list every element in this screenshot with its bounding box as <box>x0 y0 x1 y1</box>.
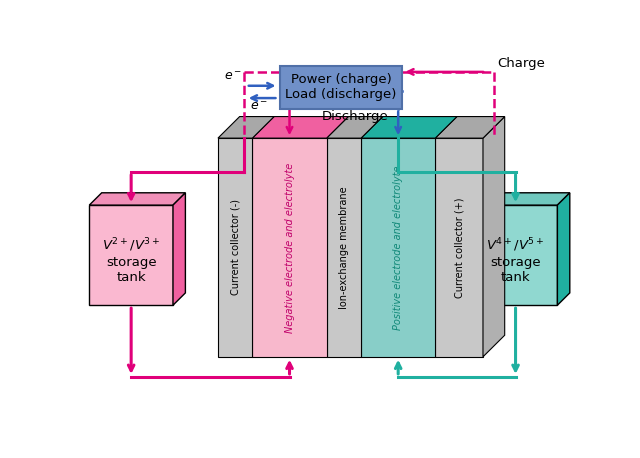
Polygon shape <box>435 116 505 138</box>
Polygon shape <box>90 205 173 305</box>
Polygon shape <box>483 116 505 357</box>
Polygon shape <box>252 116 348 138</box>
Polygon shape <box>326 116 383 138</box>
Polygon shape <box>326 138 361 357</box>
Text: Current collector (+): Current collector (+) <box>454 197 464 298</box>
Text: Negative electrode and electrolyte: Negative electrode and electrolyte <box>285 162 294 333</box>
Text: Ion-exchange membrane: Ion-exchange membrane <box>339 186 349 309</box>
Text: $V^{4+}/V^{5+}$
storage
tank: $V^{4+}/V^{5+}$ storage tank <box>486 236 545 284</box>
Polygon shape <box>218 138 252 357</box>
Polygon shape <box>474 193 570 205</box>
Polygon shape <box>474 205 557 305</box>
Text: $V^{2+}/V^{3+}$
storage
tank: $V^{2+}/V^{3+}$ storage tank <box>102 236 161 284</box>
Polygon shape <box>90 193 186 205</box>
Text: $e^-$: $e^-$ <box>250 100 269 113</box>
Polygon shape <box>435 138 483 357</box>
Text: $e^-$: $e^-$ <box>225 70 243 83</box>
Text: Charge: Charge <box>498 57 545 71</box>
Text: Power (charge)
Load (discharge): Power (charge) Load (discharge) <box>285 73 397 101</box>
Text: Current collector (-): Current collector (-) <box>230 200 240 295</box>
Polygon shape <box>361 116 457 138</box>
Polygon shape <box>173 193 186 305</box>
Polygon shape <box>557 193 570 305</box>
Polygon shape <box>218 116 274 138</box>
FancyBboxPatch shape <box>280 66 403 109</box>
Polygon shape <box>361 138 435 357</box>
Text: Positive electrode and electrolyte: Positive electrode and electrolyte <box>393 165 403 330</box>
Polygon shape <box>252 138 326 357</box>
Text: Discharge: Discharge <box>322 110 389 123</box>
